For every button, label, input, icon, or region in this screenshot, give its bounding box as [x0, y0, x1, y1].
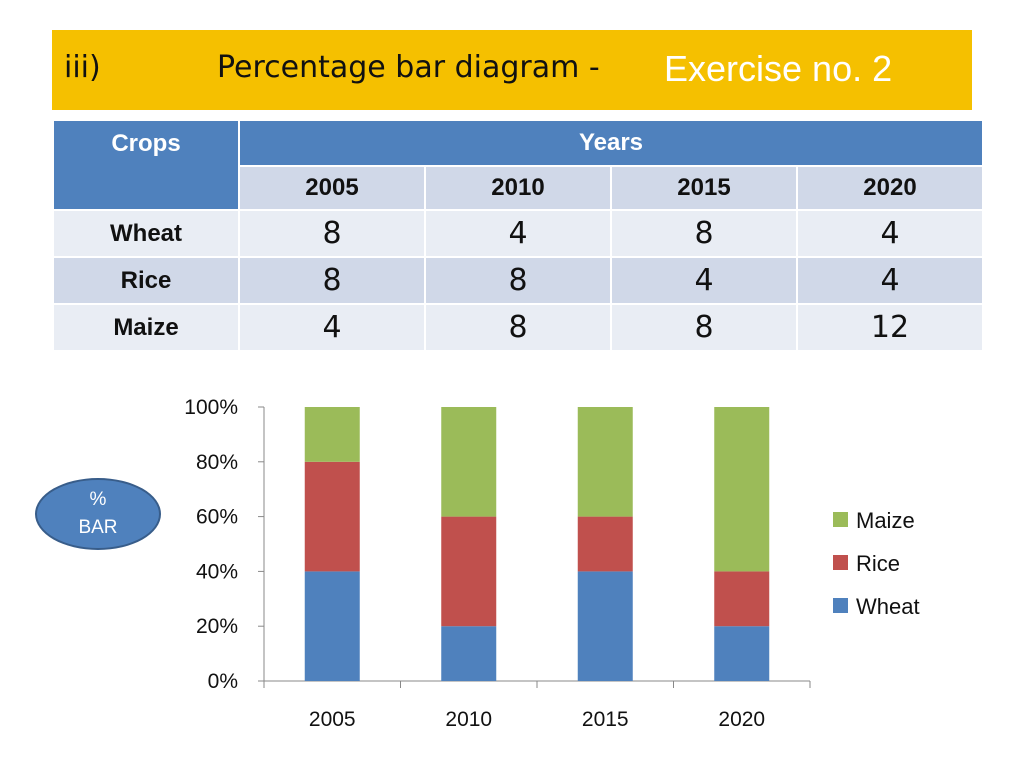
crop-label: Rice: [52, 256, 240, 305]
bar-maize-2010: [441, 407, 497, 517]
legend-swatch-wheat: [833, 598, 848, 613]
year-header: 2005: [238, 165, 426, 211]
bar-rice-2015: [577, 516, 633, 572]
table-cell: 8: [238, 256, 426, 305]
table-cell: 4: [238, 303, 426, 352]
legend-swatch-maize: [833, 512, 848, 527]
table-cell: 8: [610, 303, 798, 352]
percentage-bar-chart: 0% 20% 40% 60% 80% 100% 2005 2010 2015 2020 Maize R…: [184, 396, 920, 731]
y-tick-label: 80%: [196, 451, 238, 474]
crop-data-table: Crops Years 2005 2010 2015 2020 Wheat 8 …: [52, 119, 984, 352]
legend-label-maize: Maize: [856, 508, 915, 533]
table-row: Wheat 8 4 8 4: [52, 209, 984, 258]
year-header: 2020: [796, 165, 984, 211]
bar-maize-2020: [714, 407, 770, 572]
table-row: Maize 4 8 8 12: [52, 303, 984, 352]
badge-line-2: BAR: [78, 517, 118, 538]
y-tick-label: 40%: [196, 560, 238, 583]
table-cell: 8: [424, 256, 612, 305]
x-tick-label: 2020: [718, 708, 765, 731]
table-cell: 4: [796, 209, 984, 258]
bar-wheat-2020: [714, 626, 770, 681]
table-cell: 8: [424, 303, 612, 352]
badge-line-1: %: [89, 489, 107, 510]
bar-wheat-2010: [441, 626, 497, 681]
exercise-label: Exercise no. 2: [664, 48, 893, 89]
legend-label-rice: Rice: [856, 551, 900, 576]
table-cell: 8: [610, 209, 798, 258]
legend-swatch-rice: [833, 555, 848, 570]
bar-wheat-2005: [304, 571, 360, 681]
y-tick-label: 20%: [196, 615, 238, 638]
y-tick-label: 100%: [184, 396, 238, 419]
year-header: 2010: [424, 165, 612, 211]
title-bar: iii) Percentage bar diagram - Exercise n…: [52, 30, 972, 110]
table-cell: 8: [238, 209, 426, 258]
table-cell: 4: [610, 256, 798, 305]
crop-label: Maize: [52, 303, 240, 352]
page-title: Percentage bar diagram -: [217, 50, 600, 85]
table-cell: 4: [424, 209, 612, 258]
bar-rice-2010: [441, 516, 497, 627]
bar-maize-2005: [304, 407, 360, 462]
table-row: Rice 8 8 4 4: [52, 256, 984, 305]
bar-rice-2020: [714, 571, 770, 627]
bar-maize-2015: [577, 407, 633, 517]
x-tick-label: 2015: [582, 708, 629, 731]
year-header: 2015: [610, 165, 798, 211]
crops-header: Crops: [52, 119, 240, 211]
title-number: iii): [64, 50, 101, 85]
legend-label-wheat: Wheat: [856, 594, 920, 619]
bar-rice-2005: [304, 461, 360, 572]
y-tick-label: 60%: [196, 506, 238, 529]
y-tick-label: 0%: [208, 670, 238, 693]
x-tick-label: 2010: [445, 708, 492, 731]
x-tick-label: 2005: [309, 708, 356, 731]
years-header: Years: [238, 119, 984, 167]
percent-bar-badge: % BAR: [35, 478, 161, 550]
bar-wheat-2015: [577, 571, 633, 681]
table-cell: 4: [796, 256, 984, 305]
table-cell: 12: [796, 303, 984, 352]
crop-label: Wheat: [52, 209, 240, 258]
